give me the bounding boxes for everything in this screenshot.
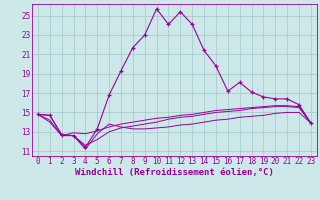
X-axis label: Windchill (Refroidissement éolien,°C): Windchill (Refroidissement éolien,°C) [75,168,274,177]
